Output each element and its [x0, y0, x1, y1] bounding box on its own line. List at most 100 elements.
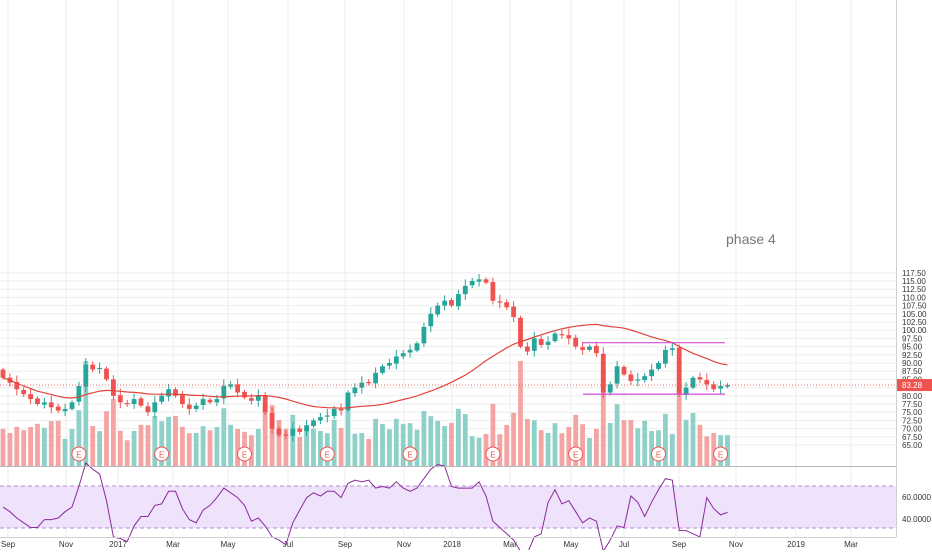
candle-body[interactable] [345, 392, 351, 410]
candle-body[interactable] [676, 347, 682, 395]
candle-body[interactable] [497, 301, 503, 303]
candle-body[interactable] [90, 364, 96, 370]
candle-body[interactable] [152, 402, 158, 413]
candle-body[interactable] [366, 382, 372, 384]
candle-body[interactable] [697, 377, 703, 380]
candle-body[interactable] [663, 349, 668, 364]
candle-body[interactable] [255, 395, 261, 401]
candles[interactable] [0, 273, 730, 442]
candle-body[interactable] [559, 334, 565, 336]
candle-body[interactable] [607, 384, 613, 393]
candle-body[interactable] [642, 376, 648, 381]
candle-body[interactable] [580, 347, 585, 350]
candle-body[interactable] [573, 337, 579, 347]
candle-body[interactable] [725, 385, 730, 387]
candle-body[interactable] [193, 405, 199, 409]
candle-body[interactable] [414, 343, 420, 351]
candle-body[interactable] [669, 348, 675, 350]
candle-body[interactable] [62, 408, 68, 412]
candle-body[interactable] [207, 399, 213, 403]
candle-body[interactable] [111, 379, 116, 396]
candle-body[interactable] [166, 389, 171, 397]
candle-body[interactable] [352, 387, 358, 394]
candle-body[interactable] [200, 399, 206, 405]
candle-body[interactable] [48, 402, 54, 408]
candle-body[interactable] [407, 349, 413, 353]
candle-body[interactable] [504, 302, 510, 308]
candle-body[interactable] [283, 434, 289, 436]
candle-body[interactable] [711, 384, 717, 390]
candle-body[interactable] [290, 428, 296, 436]
candle-body[interactable] [393, 356, 399, 364]
candle-body[interactable] [483, 279, 489, 283]
candle-body[interactable] [690, 377, 696, 388]
candle-body[interactable] [297, 428, 303, 432]
earnings-marker[interactable] [154, 446, 170, 462]
candle-body[interactable] [656, 363, 661, 369]
candle-body[interactable] [442, 300, 447, 306]
candle-body[interactable] [373, 372, 378, 384]
earnings-marker[interactable] [568, 446, 584, 462]
candle-body[interactable] [221, 385, 227, 399]
candle-body[interactable] [525, 346, 530, 352]
candle-body[interactable] [249, 398, 254, 401]
candle-body[interactable] [242, 391, 247, 398]
earnings-marker[interactable] [237, 446, 252, 462]
candle-body[interactable] [518, 317, 523, 347]
candle-body[interactable] [490, 281, 496, 301]
candle-body[interactable] [511, 306, 516, 318]
candle-body[interactable] [186, 404, 192, 409]
candle-body[interactable] [449, 300, 454, 306]
candle-body[interactable] [649, 369, 654, 377]
candle-body[interactable] [180, 395, 185, 404]
earnings-marker[interactable] [651, 446, 666, 462]
candle-body[interactable] [14, 382, 20, 390]
candle-body[interactable] [28, 394, 33, 400]
candle-body[interactable] [469, 281, 475, 286]
candle-body[interactable] [400, 353, 406, 357]
candle-body[interactable] [124, 403, 130, 405]
candle-body[interactable] [683, 387, 689, 395]
candle-body[interactable] [338, 408, 344, 411]
candle-body[interactable] [324, 415, 330, 417]
candle-body[interactable] [21, 389, 27, 395]
candle-body[interactable] [269, 412, 275, 429]
candle-body[interactable] [331, 408, 337, 417]
earnings-marker[interactable] [485, 446, 501, 462]
candle-body[interactable] [97, 367, 102, 370]
candle-body[interactable] [435, 305, 441, 315]
candle-body[interactable] [104, 368, 109, 380]
candle-body[interactable] [566, 335, 572, 339]
candle-body[interactable] [0, 369, 6, 378]
candle-body[interactable] [594, 345, 599, 354]
candle-body[interactable] [42, 402, 47, 405]
candle-body[interactable] [76, 385, 82, 402]
candle-body[interactable] [428, 313, 434, 327]
candle-body[interactable] [614, 366, 620, 384]
candle-body[interactable] [318, 417, 323, 421]
candle-body[interactable] [476, 279, 482, 282]
candle-body[interactable] [69, 402, 75, 409]
candle-body[interactable] [538, 339, 544, 345]
candle-body[interactable] [235, 384, 240, 393]
candle-body[interactable] [117, 395, 123, 403]
earnings-marker[interactable] [71, 446, 87, 462]
candle-body[interactable] [35, 398, 40, 404]
candle-body[interactable] [635, 379, 641, 381]
candle-body[interactable] [131, 399, 137, 404]
candle-body[interactable] [359, 382, 365, 388]
candle-body[interactable] [83, 364, 89, 387]
candle-body[interactable] [173, 389, 178, 396]
candle-body[interactable] [704, 380, 710, 385]
earnings-marker[interactable] [319, 446, 335, 462]
candle-body[interactable] [621, 366, 627, 375]
candle-body[interactable] [545, 341, 551, 345]
candle-body[interactable] [600, 353, 606, 393]
candle-body[interactable] [462, 285, 468, 295]
candle-body[interactable] [159, 395, 165, 402]
earnings-marker[interactable] [402, 446, 418, 462]
candle-body[interactable] [276, 428, 282, 436]
candle-body[interactable] [718, 385, 723, 389]
candle-body[interactable] [311, 420, 316, 426]
